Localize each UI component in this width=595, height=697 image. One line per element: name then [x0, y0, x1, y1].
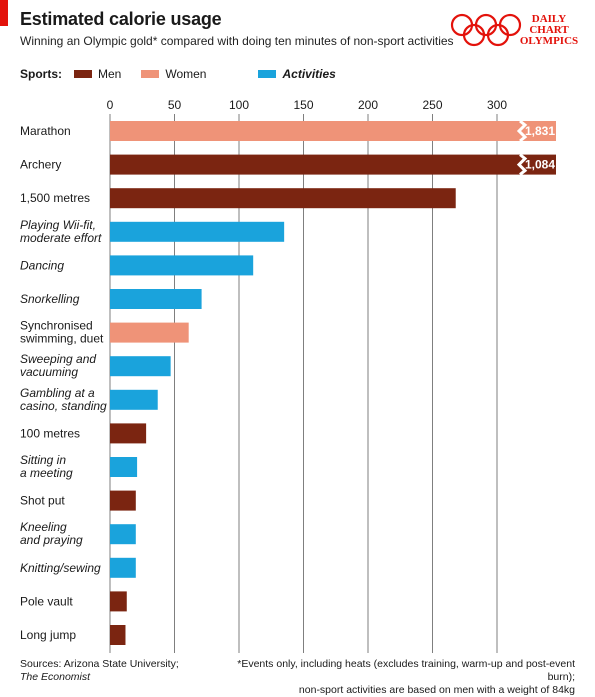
sources-publication: The Economist — [20, 671, 91, 683]
x-tick-label: 0 — [107, 98, 114, 112]
bar — [110, 524, 136, 545]
bar-chart: 0 50 100 150 200 250 300 Marathon 1,831 Archery 1,… — [20, 98, 556, 653]
bar — [110, 625, 126, 645]
chart-title: Estimated calorie usage — [20, 9, 222, 29]
bar — [110, 221, 285, 242]
footnote: *Events only, including heats (excludes … — [215, 658, 575, 697]
data-label: 1,084 — [525, 158, 555, 172]
axis-break-marker — [516, 119, 528, 143]
legend-swatch-women — [141, 70, 160, 78]
data-label: 1,831 — [525, 124, 555, 138]
logo-line-1: DAILY — [531, 13, 567, 25]
bar — [110, 457, 138, 477]
bar — [110, 389, 158, 410]
legend-label: Sports: — [20, 67, 62, 81]
legend-text-women: Women — [165, 67, 207, 81]
category-label: Marathon — [20, 124, 71, 138]
category-label: Archery — [20, 158, 61, 172]
x-tick-label: 50 — [168, 98, 182, 112]
bar — [110, 423, 147, 444]
chart-legend: Sports: Men Women Activities — [20, 66, 356, 82]
bar — [110, 591, 127, 612]
footnote-line-1: *Events only, including heats (excludes … — [237, 658, 575, 683]
footnote-line-2: non-sport activities are based on men wi… — [298, 684, 575, 696]
category-label: Snorkelling — [20, 292, 80, 306]
category-label: Synchronised swimming, duet — [20, 319, 104, 346]
category-label: Long jump — [20, 628, 76, 642]
bar — [110, 490, 136, 511]
legend-item-men: Men — [74, 67, 121, 81]
category-label: Dancing — [20, 258, 64, 272]
legend-text-activities: Activities — [282, 67, 336, 81]
bar — [110, 356, 171, 377]
category-label: Sitting in a meeting — [20, 453, 73, 480]
sources-note: Sources: Arizona State University; The E… — [20, 658, 179, 684]
category-label: Knitting/sewing — [20, 561, 101, 575]
olympic-rings-icon — [450, 13, 522, 47]
legend-item-women: Women — [141, 67, 206, 81]
category-label: Sweeping and vacuuming — [20, 352, 96, 379]
category-label: 100 metres — [20, 426, 80, 440]
legend-text-men: Men — [98, 67, 122, 81]
logo-line-3: OLYMPICS — [519, 35, 579, 47]
brand-accent-bar — [0, 0, 8, 26]
category-label: Gambling at a casino, standing — [20, 386, 107, 413]
bar — [110, 289, 202, 309]
legend-swatch-activities — [258, 70, 277, 78]
legend-swatch-men — [74, 70, 92, 78]
daily-chart-olympics-logo: DAILY CHART OLYMPICS — [514, 14, 584, 47]
category-label: Playing Wii-fit, moderate effort — [20, 218, 102, 245]
bar — [110, 188, 456, 209]
category-label: Pole vault — [20, 594, 73, 608]
chart-subtitle: Winning an Olympic gold* compared with d… — [20, 34, 454, 48]
x-tick-label: 200 — [358, 98, 378, 112]
axis-break-marker — [516, 153, 528, 176]
bar — [110, 322, 189, 343]
x-tick-label: 300 — [487, 98, 507, 112]
bar — [110, 255, 254, 276]
category-label: 1,500 metres — [20, 191, 90, 205]
sources-label: Sources: Arizona State University; — [20, 658, 179, 670]
bar — [110, 121, 556, 141]
x-tick-label: 150 — [293, 98, 313, 112]
x-tick-label: 250 — [422, 98, 442, 112]
bar — [110, 154, 556, 175]
x-tick-label: 100 — [229, 98, 249, 112]
bar — [110, 557, 136, 578]
category-label: Shot put — [20, 494, 65, 508]
legend-item-activities: Activities — [258, 67, 336, 81]
logo-line-2: CHART — [529, 24, 569, 36]
category-label: Kneeling and praying — [20, 520, 83, 547]
